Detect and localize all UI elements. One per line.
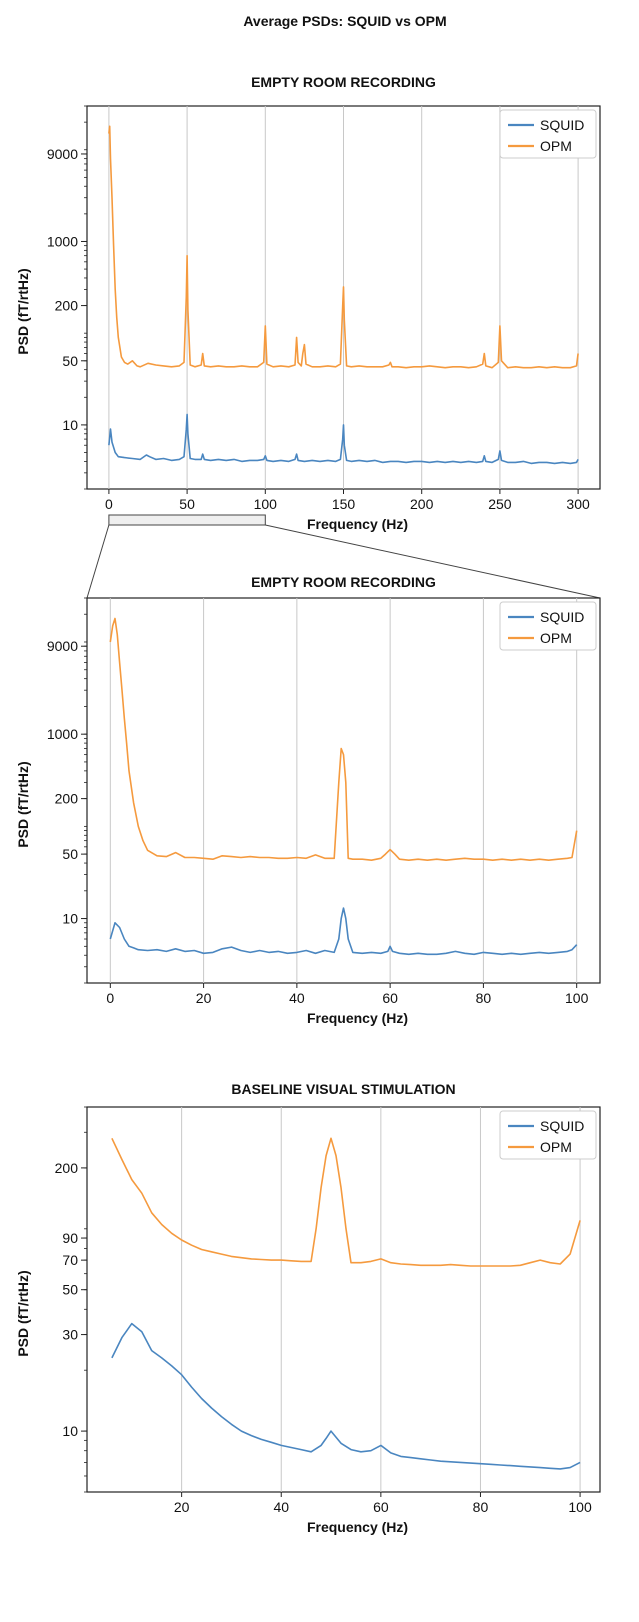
y-tick-label: 10 (62, 417, 78, 433)
y-tick-label: 1000 (47, 233, 78, 249)
y-tick-label: 70 (62, 1252, 78, 1268)
x-tick-label: 40 (289, 990, 305, 1006)
x-tick-label: 40 (273, 1499, 289, 1515)
y-tick-label: 90 (62, 1230, 78, 1246)
y-axis-label: PSD (fT/rtHz) (15, 1270, 31, 1356)
x-tick-label: 250 (488, 496, 512, 512)
x-tick-label: 100 (254, 496, 278, 512)
legend-label: SQUID (540, 117, 584, 133)
y-axis-label: PSD (fT/rtHz) (15, 761, 31, 847)
series-line-squid (108, 413, 579, 465)
series-line-squid (109, 907, 578, 956)
y-tick-label: 9000 (47, 638, 78, 654)
plot-baseline-visual: BASELINE VISUAL STIMULATION 20 40 60 80 100 10… (15, 1081, 601, 1535)
y-tick-label: 10 (62, 1423, 78, 1439)
plot-title: EMPTY ROOM RECORDING (251, 574, 436, 590)
series-line-opm (111, 1137, 581, 1267)
x-axis-label: Frequency (Hz) (307, 1519, 408, 1535)
x-tick-label: 100 (565, 990, 589, 1006)
legend-label: SQUID (540, 609, 584, 625)
series-line-opm (108, 125, 579, 369)
y-tick-label: 1000 (47, 726, 78, 742)
plot-empty-room-zoom: EMPTY ROOM RECORDING 0 20 40 60 80 100 10 50 200 1… (15, 574, 601, 1026)
y-tick-label: 9000 (47, 146, 78, 162)
series-line-opm (109, 617, 578, 862)
y-tick-label: 50 (62, 353, 78, 369)
zoom-connector-left (86, 524, 110, 599)
x-tick-label: 100 (568, 1499, 592, 1515)
figure-title: Average PSDs: SQUID vs OPM (243, 13, 446, 29)
x-axis-label: Frequency (Hz) (307, 1010, 408, 1026)
plot-area (86, 1106, 601, 1493)
x-tick-label: 80 (476, 990, 492, 1006)
x-tick-label: 200 (410, 496, 434, 512)
zoom-range-box (108, 514, 266, 526)
x-axis-label: Frequency (Hz) (307, 516, 408, 532)
y-tick-label: 30 (62, 1327, 78, 1343)
x-tick-label: 60 (382, 990, 398, 1006)
legend-label: OPM (540, 630, 572, 646)
plot-area (86, 597, 601, 984)
x-tick-label: 20 (196, 990, 212, 1006)
legend-label: SQUID (540, 1118, 584, 1134)
x-tick-label: 0 (106, 990, 114, 1006)
legend-label: OPM (540, 1139, 572, 1155)
y-tick-label: 50 (62, 846, 78, 862)
y-tick-label: 10 (62, 911, 78, 927)
x-tick-label: 300 (566, 496, 590, 512)
plot-empty-room-full: EMPTY ROOM RECORDING 0 50 100 150 200 250 300 10… (15, 74, 601, 532)
x-tick-label: 150 (332, 496, 356, 512)
y-tick-label: 200 (55, 791, 79, 807)
plot-title: BASELINE VISUAL STIMULATION (231, 1081, 455, 1097)
x-tick-label: 80 (473, 1499, 489, 1515)
zoom-connector-right (265, 524, 601, 599)
plot-title: EMPTY ROOM RECORDING (251, 74, 436, 90)
x-tick-label: 0 (105, 496, 113, 512)
series-line-squid (111, 1322, 581, 1470)
zoom-connector (86, 514, 601, 599)
y-tick-label: 200 (55, 1160, 79, 1176)
y-axis-label: PSD (fT/rtHz) (15, 268, 31, 354)
y-tick-label: 200 (55, 298, 79, 314)
x-tick-label: 50 (179, 496, 195, 512)
y-tick-label: 50 (62, 1282, 78, 1298)
x-tick-label: 20 (174, 1499, 190, 1515)
x-tick-label: 60 (373, 1499, 389, 1515)
legend-label: OPM (540, 138, 572, 154)
